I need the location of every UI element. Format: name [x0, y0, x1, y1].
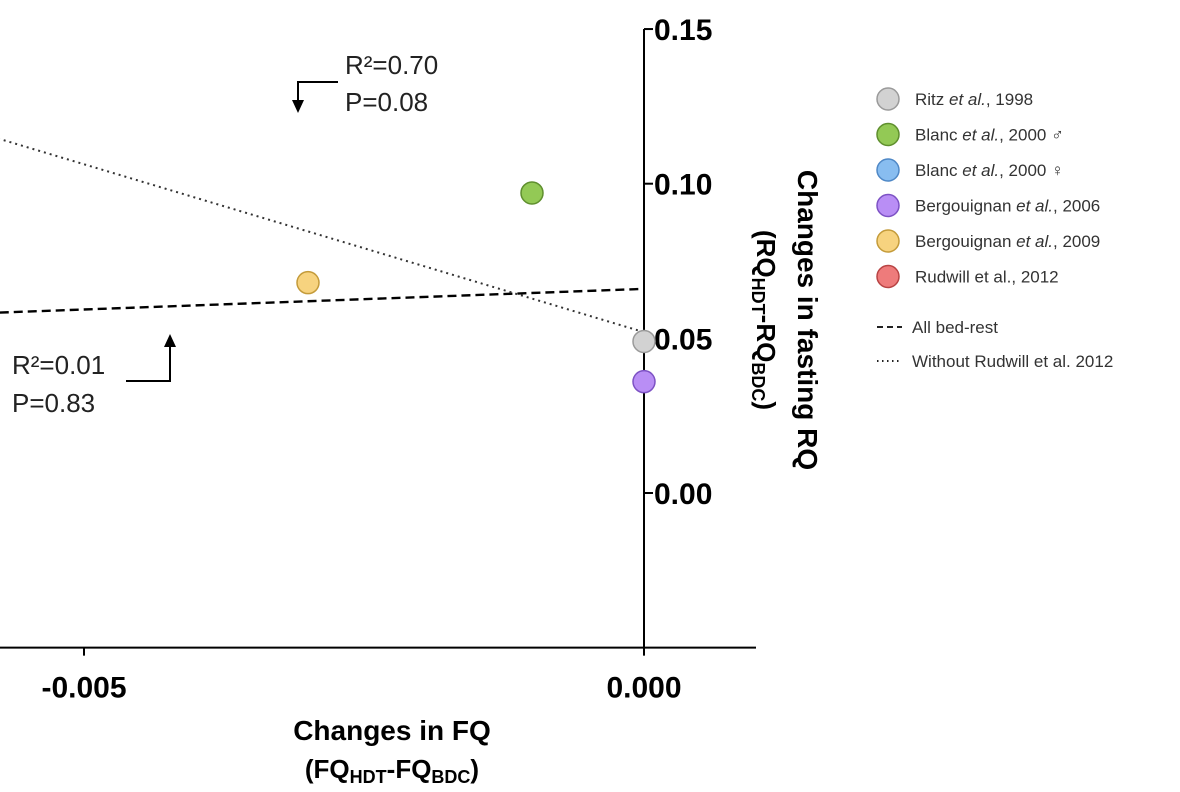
x-tick-label: -0.005: [41, 672, 126, 705]
annotation-upper: R²=0.70 P=0.08: [292, 50, 438, 117]
annotation-upper-p: P=0.08: [345, 87, 428, 117]
annotation-lower-arrow-line: [126, 343, 171, 382]
legend-marker-2: [876, 158, 900, 182]
y-tick-label: 0.05: [654, 323, 712, 356]
y-axis-title: Changes in fasting RQ: [792, 170, 823, 470]
data-point-1: [520, 181, 544, 205]
legend-label-2: Blanc et al., 2000 ♀: [915, 161, 1064, 180]
annotation-lower-arrowhead: [164, 334, 176, 347]
data-points: [296, 181, 656, 394]
annotation-lower-r2: R²=0.01: [12, 350, 105, 380]
fit-line-without-rudwill: [0, 138, 645, 334]
legend-marker-3: [876, 193, 900, 218]
legend-line-label-1: Without Rudwill et al. 2012: [912, 352, 1113, 371]
y-tick-label: 0.10: [654, 169, 712, 202]
annotation-upper-r2: R²=0.70: [345, 50, 438, 80]
legend-label-4: Bergouignan et al., 2009: [915, 232, 1100, 251]
legend: Ritz et al., 1998 Blanc et al., 2000 ♂ Bla…: [876, 87, 1113, 371]
fit-line-all-bed-rest: [0, 287, 645, 314]
x-axis-subtitle: (FQHDT-FQBDC): [305, 754, 479, 787]
annotation-upper-arrow-line: [297, 81, 338, 104]
x-tick-label: 0.000: [606, 672, 681, 705]
legend-marker-1: [876, 122, 900, 147]
fit-lines: [0, 138, 645, 334]
data-point-4: [296, 270, 320, 295]
annotation-upper-arrowhead: [292, 100, 304, 113]
y-tick-label: 0.00: [654, 478, 712, 511]
legend-marker-5: [876, 264, 900, 289]
legend-label-5: Rudwill et al., 2012: [915, 268, 1059, 287]
annotation-lower-p: P=0.83: [12, 388, 95, 418]
data-point-3: [632, 369, 656, 394]
y-tick-label: 0.15: [654, 14, 712, 47]
legend-line-label-0: All bed-rest: [912, 318, 998, 337]
x-axis-title: Changes in FQ: [293, 715, 491, 746]
y-ticks: 0.00 0.05 0.10 0.15: [644, 14, 712, 511]
data-point-0: [632, 329, 656, 354]
legend-marker-4: [876, 229, 900, 253]
legend-label-3: Bergouignan et al., 2006: [915, 197, 1100, 216]
legend-marker-0: [876, 87, 900, 111]
annotation-lower: R²=0.01 P=0.83: [12, 334, 176, 418]
y-axis-subtitle: (RQHDT-RQBDC): [748, 230, 781, 410]
legend-label-0: Ritz et al., 1998: [915, 90, 1033, 109]
legend-label-1: Blanc et al., 2000 ♂: [915, 126, 1064, 145]
